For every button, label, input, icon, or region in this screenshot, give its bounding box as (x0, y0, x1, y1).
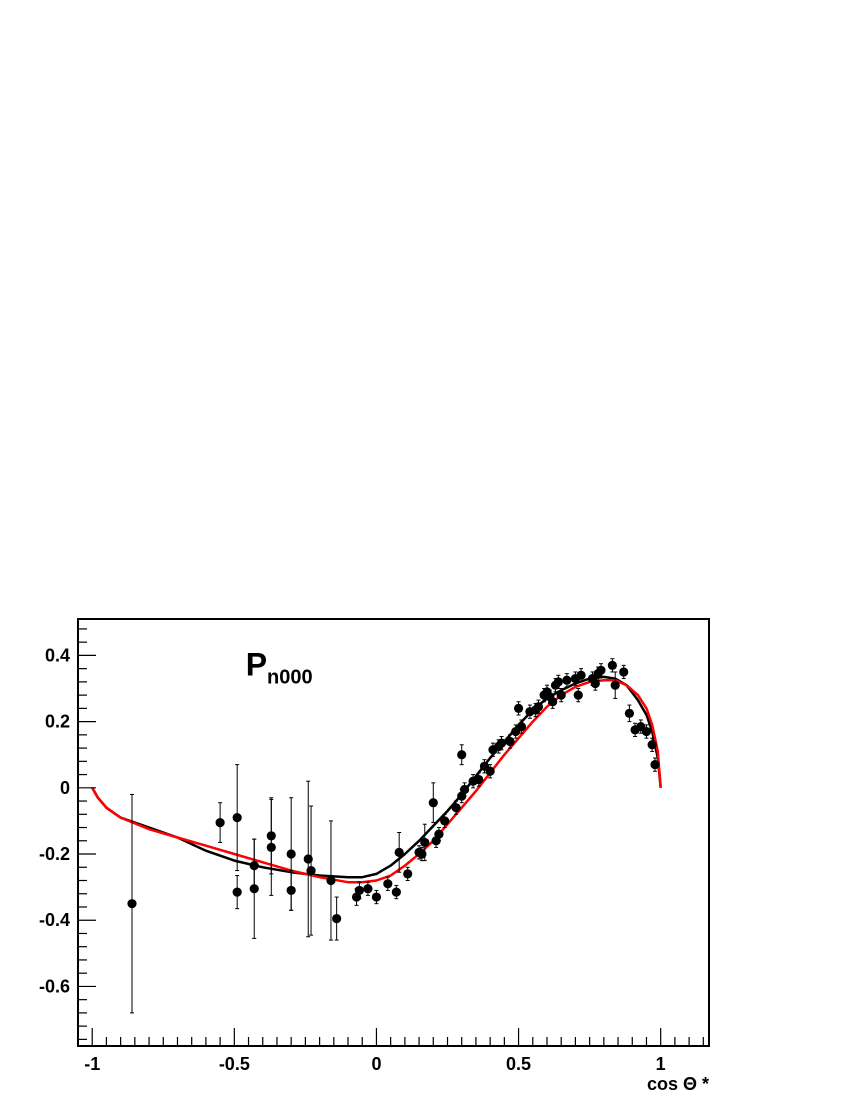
data-point (496, 738, 507, 748)
data-point (553, 677, 563, 687)
data-point (420, 837, 430, 848)
data-point (451, 803, 461, 813)
data-point (624, 708, 635, 718)
data-point (417, 849, 427, 859)
data-point (573, 690, 583, 700)
error-bars (130, 658, 657, 1014)
data-point (607, 660, 617, 670)
data-point (440, 816, 450, 826)
data-point (562, 675, 572, 685)
data-point (457, 750, 467, 760)
y-tick-label: 0.2 (45, 712, 70, 732)
y-tick-label: -0.4 (39, 910, 70, 930)
y-tick-label: -0.6 (39, 976, 70, 996)
panel-label-main: P (246, 646, 267, 682)
data-point (127, 899, 137, 909)
data-point (371, 892, 382, 902)
x-tick-label: -1 (84, 1054, 100, 1074)
data-point (650, 760, 660, 770)
data-point (619, 667, 629, 677)
panel-label-subscript: n000 (267, 666, 313, 688)
x-axis-label: cos Θ * (647, 1074, 709, 1094)
data-point (286, 885, 296, 896)
panel-label: Pn000 (246, 646, 313, 688)
data-point (354, 885, 364, 896)
data-point (332, 913, 342, 924)
data-point (403, 869, 413, 879)
y-tick-label: 0.4 (45, 645, 70, 665)
data-point (428, 798, 438, 808)
data-point (505, 736, 515, 747)
plot-frame (77, 618, 710, 1047)
data-point (391, 887, 401, 897)
curves (91, 675, 662, 884)
data-point (641, 726, 652, 737)
data-point (266, 842, 276, 852)
data-point (383, 879, 393, 889)
x-tick-label: 1 (656, 1054, 666, 1074)
data-point (326, 875, 336, 886)
data-point (394, 847, 404, 857)
data-point (596, 665, 606, 675)
data-point (590, 678, 600, 689)
data-point (249, 884, 259, 894)
data-point (516, 721, 527, 732)
data-point (485, 766, 495, 776)
y-tick-label: -0.2 (39, 844, 70, 864)
data-points (127, 660, 660, 924)
data-point (232, 887, 242, 897)
data-point (306, 865, 316, 876)
data-point (474, 774, 484, 785)
data-point (266, 831, 276, 841)
data-point (286, 849, 296, 859)
data-point (533, 702, 544, 712)
data-point (215, 817, 225, 828)
axis-ticks (78, 628, 704, 1046)
y-tick-label: 0 (60, 778, 70, 798)
data-point (548, 697, 558, 707)
data-point (363, 884, 373, 894)
data-point (459, 784, 470, 795)
x-tick-label: 0.5 (506, 1054, 531, 1074)
tick-labels: -1 -0.5 0 0.5 1 0.4 0.2 0 -0.2 -0.4 -0.6 (39, 645, 666, 1074)
data-point (513, 703, 524, 713)
data-point (576, 670, 586, 680)
data-point (249, 861, 259, 871)
red-model-curve (91, 678, 662, 884)
x-tick-label: 0 (371, 1054, 381, 1074)
data-point (434, 829, 444, 839)
black-model-curve (91, 675, 662, 879)
data-point (556, 690, 566, 700)
data-point (303, 854, 313, 864)
x-tick-label: -0.5 (219, 1054, 250, 1074)
data-point (232, 813, 242, 823)
data-point (610, 680, 620, 690)
data-point (647, 740, 657, 750)
